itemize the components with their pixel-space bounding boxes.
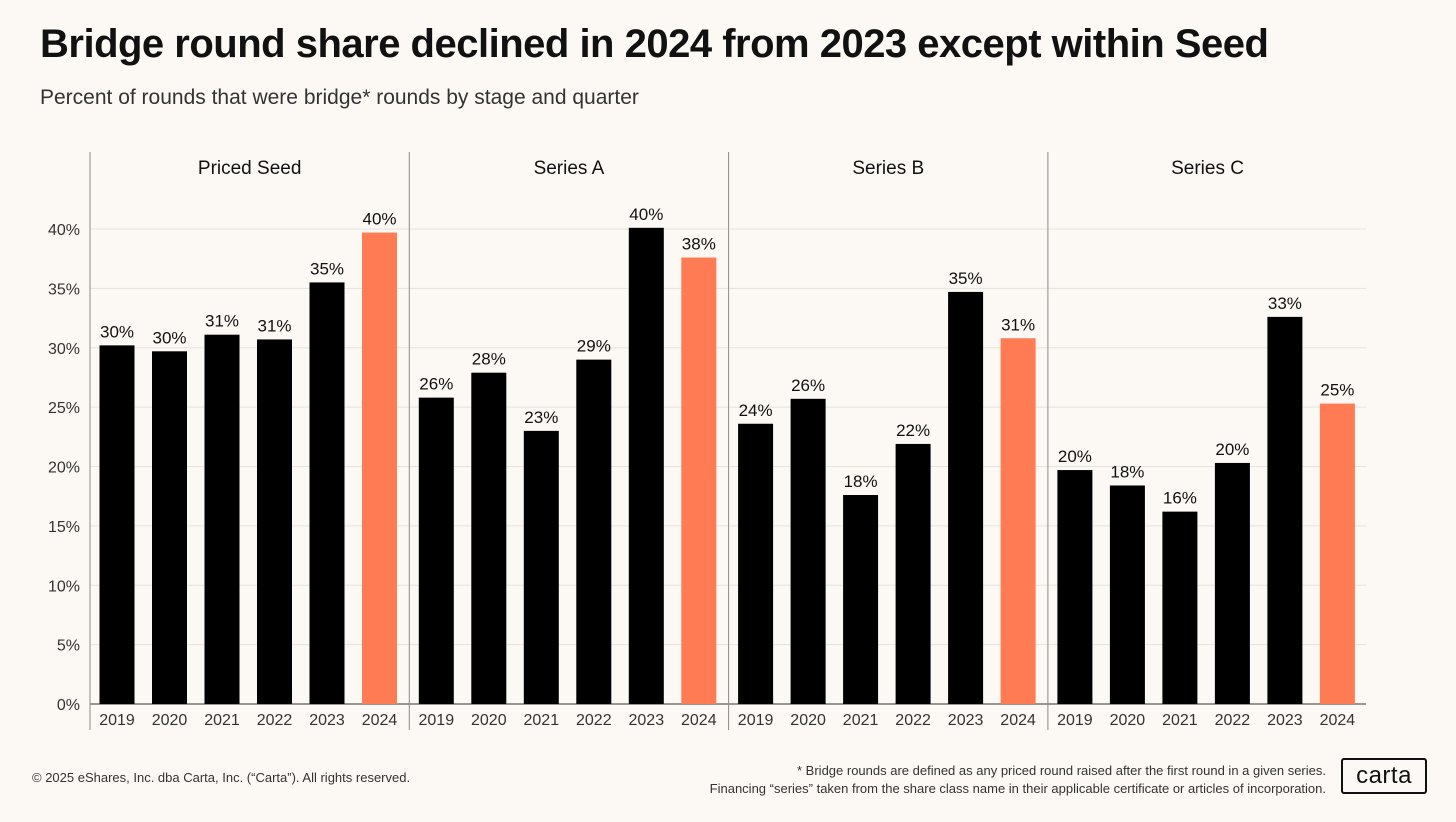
- x-tick-label: 2021: [843, 712, 879, 729]
- bar-value-label: 31%: [205, 312, 239, 331]
- bar-value-label: 20%: [1215, 440, 1249, 459]
- bar: [1267, 316, 1303, 704]
- bar-value-label: 40%: [629, 205, 663, 224]
- bar-value-label: 30%: [100, 322, 134, 341]
- bar-value-label: 29%: [577, 337, 611, 356]
- y-tick-label: 5%: [57, 638, 80, 655]
- bar-value-label: 23%: [524, 408, 558, 427]
- bar-value-label: 25%: [1320, 381, 1354, 400]
- y-tick-label: 40%: [48, 222, 80, 239]
- bar: [309, 282, 345, 704]
- bar-value-label: 26%: [419, 375, 453, 394]
- bar-value-label: 20%: [1058, 447, 1092, 466]
- bar: [257, 339, 292, 704]
- bar: [628, 227, 664, 704]
- x-tick-label: 2023: [309, 712, 345, 729]
- y-tick-label: 20%: [48, 460, 80, 477]
- bar: [471, 372, 507, 704]
- bar-value-label: 18%: [844, 472, 878, 491]
- x-tick-label: 2019: [738, 712, 774, 729]
- x-tick-label: 2022: [1215, 712, 1251, 729]
- bar: [1162, 511, 1198, 704]
- bar-value-label: 33%: [1268, 294, 1302, 313]
- bar: [523, 430, 559, 704]
- y-tick-label: 35%: [48, 281, 80, 298]
- x-tick-label: 2024: [1320, 712, 1356, 729]
- x-tick-label: 2023: [1267, 712, 1303, 729]
- y-tick-label: 25%: [48, 400, 80, 417]
- x-tick-label: 2019: [99, 712, 135, 729]
- panel-title: Priced Seed: [198, 158, 302, 179]
- copyright-notice: © 2025 eShares, Inc. dba Carta, Inc. (“C…: [32, 770, 411, 785]
- x-tick-label: 2019: [1057, 712, 1093, 729]
- bar: [1214, 462, 1250, 704]
- bar: [362, 232, 397, 704]
- y-tick-label: 10%: [48, 578, 80, 595]
- x-tick-label: 2022: [257, 712, 293, 729]
- bar-value-label: 30%: [152, 328, 186, 347]
- footnote: * Bridge rounds are defined as any price…: [710, 762, 1326, 798]
- bar-value-label: 38%: [682, 235, 716, 254]
- bar-value-label: 31%: [257, 316, 291, 335]
- bar: [738, 423, 774, 704]
- x-tick-label: 2024: [362, 712, 398, 729]
- bar-value-label: 16%: [1163, 489, 1197, 508]
- bar: [1057, 470, 1093, 704]
- bar-value-label: 40%: [362, 210, 396, 229]
- bar-value-label: 18%: [1110, 463, 1144, 482]
- bar: [1000, 338, 1036, 704]
- x-tick-label: 2023: [629, 712, 665, 729]
- bar-value-label: 26%: [791, 376, 825, 395]
- bar: [1319, 403, 1355, 704]
- bar: [152, 351, 187, 704]
- bar-value-label: 22%: [896, 421, 930, 440]
- x-tick-label: 2020: [152, 712, 188, 729]
- x-tick-label: 2021: [204, 712, 240, 729]
- bar-value-label: 31%: [1001, 315, 1035, 334]
- y-tick-label: 30%: [48, 341, 80, 358]
- bar: [843, 495, 879, 704]
- footnote-line-2: Financing “series” taken from the share …: [709, 781, 1326, 796]
- bar: [681, 257, 717, 704]
- panel-title: Series C: [1171, 158, 1244, 179]
- carta-logo: carta: [1341, 758, 1427, 794]
- footnote-line-1: * Bridge rounds are defined as any price…: [797, 763, 1326, 778]
- x-tick-label: 2020: [790, 712, 826, 729]
- bar: [418, 397, 454, 704]
- bar-value-label: 35%: [310, 259, 344, 278]
- bar: [576, 359, 612, 704]
- bar-value-label: 35%: [949, 269, 983, 288]
- x-tick-label: 2020: [1110, 712, 1146, 729]
- x-tick-label: 2019: [419, 712, 455, 729]
- x-tick-label: 2022: [576, 712, 612, 729]
- panel-title: Series A: [534, 158, 605, 179]
- bar-value-label: 28%: [472, 350, 506, 369]
- bar: [204, 334, 240, 704]
- bar: [1109, 485, 1145, 704]
- x-tick-label: 2020: [471, 712, 507, 729]
- bar: [99, 345, 135, 704]
- chart-subtitle: Percent of rounds that were bridge* roun…: [40, 86, 639, 109]
- bar: [948, 291, 984, 704]
- x-tick-label: 2024: [1000, 712, 1036, 729]
- x-tick-label: 2023: [948, 712, 984, 729]
- bar: [895, 443, 931, 704]
- x-tick-label: 2022: [895, 712, 931, 729]
- y-tick-label: 0%: [57, 697, 80, 714]
- x-tick-label: 2021: [1162, 712, 1198, 729]
- bar: [790, 398, 826, 704]
- x-tick-label: 2021: [524, 712, 560, 729]
- bar-value-label: 24%: [739, 401, 773, 420]
- panel-title: Series B: [852, 158, 924, 179]
- x-tick-label: 2024: [681, 712, 717, 729]
- chart-title: Bridge round share declined in 2024 from…: [40, 22, 1269, 66]
- y-tick-label: 15%: [48, 519, 80, 536]
